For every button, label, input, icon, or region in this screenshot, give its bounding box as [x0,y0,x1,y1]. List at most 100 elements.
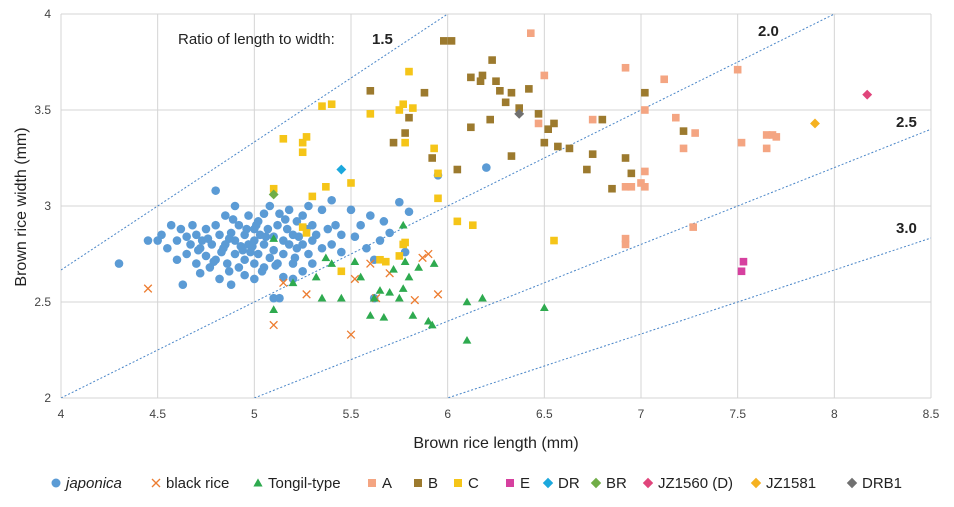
data-point [362,243,371,253]
data-point [337,247,346,257]
data-point [739,257,748,266]
data-point [114,259,124,268]
data-point [429,259,439,267]
data-point [265,201,275,211]
x-stroke [302,290,311,299]
data-point [240,270,249,280]
series-jz1560-d [862,89,873,100]
data-point [327,195,336,205]
data-point [279,272,288,282]
x-stroke [279,278,288,288]
data-point [201,251,211,261]
data-point [275,293,284,303]
x-tick-label: 6.5 [536,407,553,421]
data-point [434,194,442,203]
y-tick-label: 2 [44,391,51,405]
x-tick-label: 5.5 [343,407,360,421]
series-jz1581 [810,118,820,129]
legend-marker [51,478,61,488]
data-point [222,259,232,268]
x-stroke [366,259,375,268]
x-tick-label: 4.5 [149,407,166,421]
data-point [317,293,327,302]
data-point [182,232,191,242]
data-point [641,167,649,176]
data-point [298,138,307,147]
data-point [275,209,284,218]
data-point [203,234,213,243]
data-point [311,272,321,281]
x-stroke [143,284,153,293]
data-point [462,336,472,344]
data-point [298,266,307,276]
data-point [192,259,201,268]
data-point [219,243,228,253]
legend-item-jz1560-d: JZ1560 (D) [642,475,733,492]
data-point [347,179,355,187]
x-tick-label: 7 [638,407,645,421]
data-point [166,220,176,230]
data-point [211,186,220,195]
data-point [453,165,462,174]
data-point [501,98,510,107]
data-point [689,223,697,231]
data-point [420,88,429,97]
data-point [366,110,375,118]
data-point [365,311,375,319]
data-point [193,245,203,255]
data-point [143,284,153,293]
legend-marker [642,477,654,489]
series-drb1 [514,108,525,119]
legend-label: B [428,475,438,492]
data-point [311,230,321,240]
data-point [322,183,330,191]
data-point [453,217,462,226]
data-point [253,249,263,259]
data-point [385,228,394,238]
data-point [476,77,485,85]
data-point [176,224,186,234]
data-point [215,230,224,240]
data-point [418,253,427,263]
data-point [515,104,523,112]
data-point [230,201,240,211]
data-point [304,249,313,259]
data-point [298,148,307,157]
data-point [550,119,558,128]
series-japonica [114,163,491,303]
data-point [440,37,448,45]
legend-item-br: BR [590,475,627,492]
data-point [737,267,746,276]
legend-label: DRB1 [862,475,902,492]
data-point [228,215,238,224]
data-point [641,106,649,114]
data-point [762,144,771,153]
data-point [534,110,543,118]
data-point [400,257,410,265]
x-tick-label: 8.5 [923,407,940,421]
data-point [178,280,188,290]
x-stroke [151,478,161,488]
data-point [598,115,607,124]
data-point [323,224,333,234]
data-point [527,29,535,37]
data-point [279,278,288,288]
data-point [588,115,597,124]
legend-item-b: B [414,475,438,492]
ratio-label: 1.5 [372,31,393,48]
data-point [382,257,390,266]
data-point [221,211,230,220]
data-point [201,224,211,234]
data-point [308,259,317,268]
data-point [525,85,533,93]
data-point [514,108,525,119]
data-point [331,220,340,230]
y-tick-label: 4 [44,7,51,21]
data-point [215,274,224,284]
data-point [356,220,365,230]
data-point [399,100,407,109]
data-point [224,266,234,276]
x-stroke [418,253,427,263]
y-tick-label: 2.5 [34,295,51,309]
